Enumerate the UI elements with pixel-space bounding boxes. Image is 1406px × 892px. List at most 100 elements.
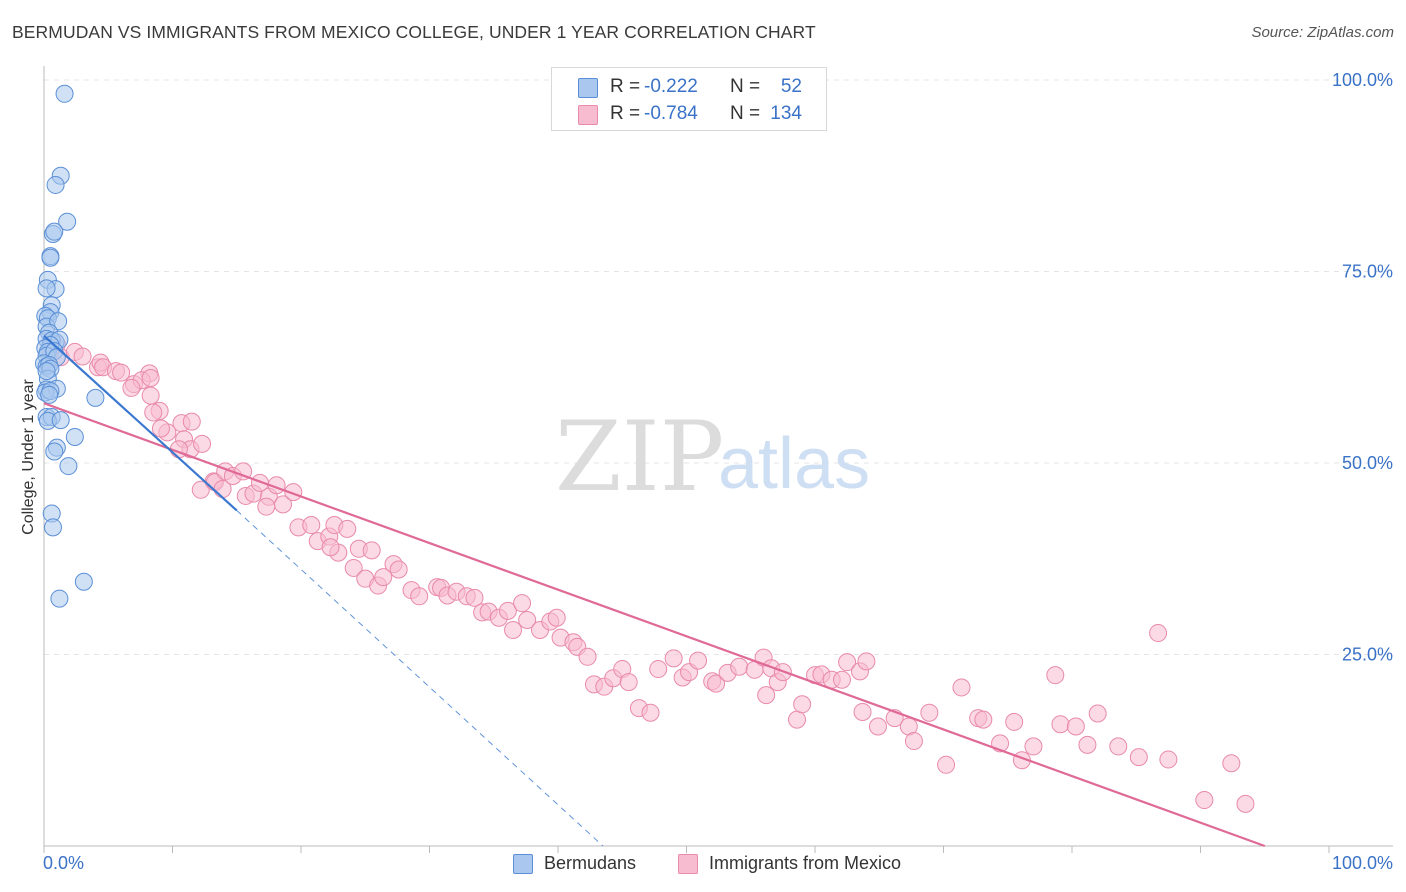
mexico-point [389,560,408,579]
mexico-point [1005,712,1024,731]
stats-row-mexico: R = -0.784 N = 134 [552,102,826,126]
bermudan-point [74,572,93,591]
mexico-point [465,588,484,607]
bermudan-point [45,442,64,461]
mexico-point [410,587,429,606]
mexico-point [904,732,923,751]
mexico-point [547,608,566,627]
mexico-point [952,678,971,697]
y-tick-label: 100.0% [1332,70,1393,90]
mexico-point [649,660,668,679]
mexico-point [518,611,537,630]
mexico-points [41,335,1255,813]
mexico-point [1149,624,1168,643]
mexico-point [73,347,92,366]
mexico-point [1024,737,1043,756]
mexico-point [182,412,201,431]
bermudan-points [35,84,105,608]
bermudan-point [37,279,56,298]
mexico-point [1088,704,1107,723]
stats-row-bermudans: R = -0.222 N = 52 [552,75,826,99]
mexico-point [1109,737,1128,756]
mexico-point [664,649,683,668]
bermudan-trend-line [43,335,238,512]
r-label: R = [610,76,641,97]
mexico-point [498,601,517,620]
bermudan-point [41,248,60,267]
n-value: 134 [770,103,802,124]
mexico-point [1129,748,1148,767]
mexico-point [832,670,851,689]
mexico-point [1236,794,1255,813]
bermudan-point [43,518,62,537]
bermudan-point [58,212,77,231]
fit-lines [43,335,1266,848]
x-tick-label-right: 100.0% [1332,853,1393,873]
mexico-point [757,686,776,705]
mexico-point [730,657,749,676]
mexico-legend-icon [678,854,698,874]
y-tick-label: 75.0% [1342,262,1393,282]
mexico-point [1051,715,1070,734]
mexico-point [1046,666,1065,685]
mexico-point [619,673,638,692]
mexico-point [1159,750,1178,769]
mexico-point [344,558,363,577]
bermudan-point [45,222,64,241]
y-tick-label: 25.0% [1342,645,1393,665]
mexico-point [868,717,887,736]
axis-layer [43,66,1393,853]
mexico-point [302,516,321,535]
svg-text:atlas: atlas [718,424,870,504]
mexico-point [112,363,131,382]
n-label: N = [730,103,761,124]
svg-text:ZIP: ZIP [555,401,724,513]
mexico-swatch-icon [578,105,598,125]
legend-label: Bermudans [544,853,637,873]
bermudan-point [51,411,70,430]
mexico-point [193,434,212,453]
r-label: R = [610,103,641,124]
mexico-point [151,419,170,438]
mexico-point [853,702,872,721]
n-label: N = [730,76,761,97]
bermudan-point [50,589,69,608]
chart-title: BERMUDAN VS IMMIGRANTS FROM MEXICO COLLE… [12,22,816,42]
bermudans-swatch-icon [578,78,598,98]
chart-source: Source: ZipAtlas.com [1251,24,1394,41]
mexico-point [707,674,726,693]
mexico-point [122,378,141,397]
mexico-point [689,651,708,670]
mexico-point [920,703,939,722]
legend-label: Immigrants from Mexico [709,853,902,873]
stats-box: R = -0.222 N = 52 R = -0.784 N = 134 [551,67,827,131]
bermudan-point [86,388,105,407]
bermudan-point [40,385,59,404]
mexico-point [578,647,597,666]
mexico-point [788,710,807,729]
mexico-point [144,403,163,422]
mexico-point [141,368,160,387]
mexico-point [513,594,532,613]
bermudan-point [65,427,84,446]
mexico-trend-line [43,402,1266,848]
n-value: 52 [780,76,802,97]
x-tick-label-left: 0.0% [43,853,84,873]
bermudan-trend-extension [236,510,604,847]
mexico-point [1066,717,1085,736]
mexico-point [374,568,393,587]
bermudan-point [46,175,65,194]
mexico-point [1195,791,1214,810]
r-value: -0.222 [644,76,698,97]
mexico-point [1078,735,1097,754]
mexico-point [141,386,160,405]
mexico-point [321,538,340,557]
mexico-point [191,480,210,499]
mexico-point [838,653,857,672]
mexico-point [641,703,660,722]
mexico-point [793,695,812,714]
watermark: ZIP atlas [555,401,870,513]
bermudans-legend-icon [513,854,533,874]
mexico-point [504,620,523,639]
